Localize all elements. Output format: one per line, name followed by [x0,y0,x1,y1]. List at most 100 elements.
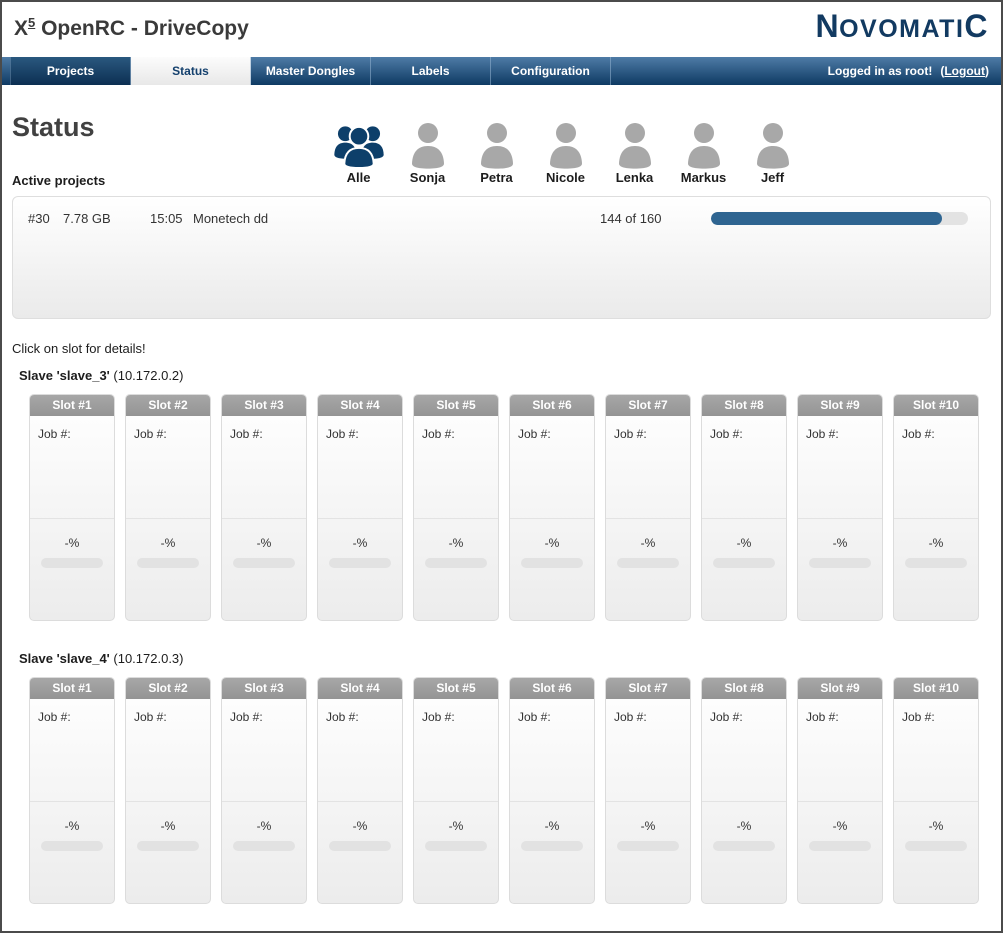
slot-card[interactable]: Slot #10 Job #: -% [893,677,979,904]
slot-percent-label: -% [640,536,656,550]
slot-job: Job #: [222,416,306,519]
slot-progress: -% [798,519,882,568]
slot-card[interactable]: Slot #5 Job #: -% [413,394,499,621]
slot-card[interactable]: Slot #5 Job #: -% [413,677,499,904]
user-filter-sonja[interactable]: Sonja [393,122,462,185]
slave-name-text: Slave 'slave_3' [19,368,110,383]
slave-name-text: Slave 'slave_4' [19,651,110,666]
slave-title: Slave 'slave_4' (10.172.0.3) [19,651,991,666]
slot-percent-label: -% [544,536,560,550]
slot-card[interactable]: Slot #7 Job #: -% [605,677,691,904]
person-icon [462,122,531,169]
slot-progress: -% [702,519,786,568]
logout-link[interactable]: Logout [944,64,985,78]
slot-card[interactable]: Slot #7 Job #: -% [605,394,691,621]
slot-progress: -% [318,519,402,568]
slot-header: Slot #7 [606,395,690,416]
user-filter-petra[interactable]: Petra [462,122,531,185]
tab-status[interactable]: Status [131,57,251,85]
nav-tabs: Projects Status Master Dongles Labels Config… [10,57,611,85]
slot-card[interactable]: Slot #8 Job #: -% [701,677,787,904]
slot-progress-bar [425,841,487,851]
slot-header: Slot #5 [414,678,498,699]
slot-header: Slot #1 [30,395,114,416]
project-progress-text: 144 of 160 [600,211,662,226]
slot-card[interactable]: Slot #4 Job #: -% [317,677,403,904]
slot-card[interactable]: Slot #8 Job #: -% [701,394,787,621]
slot-card[interactable]: Slot #6 Job #: -% [509,677,595,904]
slot-job-label: Job #: [806,427,839,441]
slot-progress-bar [233,558,295,568]
slot-job: Job #: [222,699,306,802]
active-projects-label: Active projects [12,173,106,188]
slot-progress-bar [233,841,295,851]
slot-percent-label: -% [736,819,752,833]
slot-header: Slot #5 [414,395,498,416]
slot-percent-label: -% [448,819,464,833]
slot-card[interactable]: Slot #3 Job #: -% [221,677,307,904]
slave-ip: (10.172.0.2) [113,368,184,383]
slot-job: Job #: [606,699,690,802]
tab-master-dongles[interactable]: Master Dongles [251,57,371,85]
title-rest: OpenRC - DriveCopy [35,17,249,40]
user-filter-markus[interactable]: Markus [669,122,738,185]
slot-job-label: Job #: [902,710,935,724]
slot-card[interactable]: Slot #1 Job #: -% [29,394,115,621]
slot-progress: -% [126,802,210,851]
slot-card[interactable]: Slot #3 Job #: -% [221,394,307,621]
project-id: #30 [28,211,50,226]
slot-progress-bar [905,841,967,851]
slot-job-label: Job #: [326,710,359,724]
slot-hint: Click on slot for details! [12,341,146,356]
slot-header: Slot #2 [126,395,210,416]
user-filter-alle[interactable]: Alle [324,122,393,185]
user-name: Markus [680,170,727,185]
slot-progress-bar [329,841,391,851]
slot-progress: -% [30,802,114,851]
user-name: Jeff [760,170,785,185]
project-time: 15:05 [150,211,183,226]
slot-header: Slot #10 [894,395,978,416]
slot-job-label: Job #: [230,427,263,441]
user-filter-jeff[interactable]: Jeff [738,122,807,185]
slot-job: Job #: [318,699,402,802]
slot-header: Slot #4 [318,395,402,416]
slot-card[interactable]: Slot #2 Job #: -% [125,677,211,904]
slot-card[interactable]: Slot #6 Job #: -% [509,394,595,621]
tab-projects[interactable]: Projects [10,57,131,85]
slot-progress: -% [798,802,882,851]
logo-middle-letters: OVOMATI [839,15,965,43]
slot-job: Job #: [414,416,498,519]
slot-progress: -% [414,519,498,568]
slot-job: Job #: [414,699,498,802]
tab-configuration[interactable]: Configuration [491,57,611,85]
project-progress-fill [711,212,943,225]
user-filter-lenka[interactable]: Lenka [600,122,669,185]
slot-percent-label: -% [736,536,752,550]
slot-progress-bar [617,841,679,851]
slot-job: Job #: [798,416,882,519]
slot-progress: -% [30,519,114,568]
user-name: Petra [480,170,513,185]
slot-job: Job #: [702,416,786,519]
tab-labels[interactable]: Labels [371,57,491,85]
app-title: X5 OpenRC - DriveCopy [14,15,249,41]
slot-progress: -% [414,802,498,851]
slot-card[interactable]: Slot #4 Job #: -% [317,394,403,621]
slot-card[interactable]: Slot #10 Job #: -% [893,394,979,621]
slot-progress-bar [617,558,679,568]
slave-section: Slave 'slave_3' (10.172.0.2) Slot #1 Job #… [12,368,991,621]
slot-job: Job #: [30,699,114,802]
slot-card[interactable]: Slot #1 Job #: -% [29,677,115,904]
slot-job-label: Job #: [614,710,647,724]
slot-progress-bar [329,558,391,568]
user-filter-nicole[interactable]: Nicole [531,122,600,185]
slot-card[interactable]: Slot #9 Job #: -% [797,677,883,904]
slot-card[interactable]: Slot #2 Job #: -% [125,394,211,621]
user-name: Sonja [409,170,446,185]
slave-ip: (10.172.0.3) [113,651,184,666]
slot-job: Job #: [798,699,882,802]
slot-card[interactable]: Slot #9 Job #: -% [797,394,883,621]
slot-progress: -% [606,519,690,568]
project-row[interactable]: #30 7.78 GB 15:05 Monetech dd 144 of 160 [13,197,990,226]
